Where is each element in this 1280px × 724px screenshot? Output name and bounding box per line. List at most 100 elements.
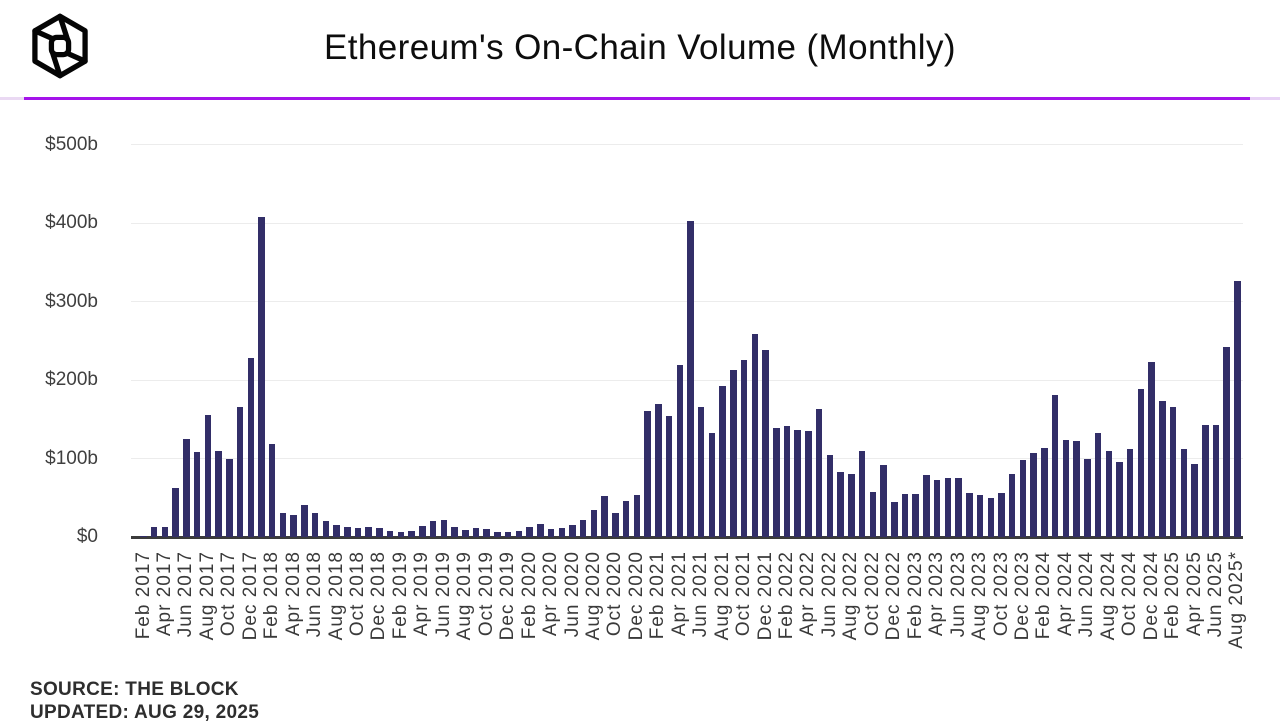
x-axis-label: Apr 2021 bbox=[668, 551, 690, 637]
bar-dec-2020 bbox=[633, 494, 641, 537]
bar-feb-2023 bbox=[912, 493, 919, 537]
x-axis-label: Apr 2023 bbox=[926, 551, 948, 637]
x-axis-label: Jun 2018 bbox=[304, 551, 326, 638]
bar-oct-2020 bbox=[612, 513, 619, 537]
x-axis-label: Oct 2022 bbox=[861, 551, 883, 637]
bar-mar-2019 bbox=[408, 530, 415, 537]
x-axis-label: Feb 2018 bbox=[261, 551, 283, 640]
bar-dec-2022 bbox=[891, 501, 898, 537]
bar-sep-2022 bbox=[858, 451, 866, 537]
bar-jan-2022 bbox=[773, 427, 780, 537]
x-axis-label: Dec 2021 bbox=[754, 551, 776, 641]
bar-apr-2019 bbox=[419, 526, 426, 537]
gridline-400b bbox=[131, 222, 1243, 224]
x-axis-label: Jun 2022 bbox=[818, 551, 840, 638]
x-axis-label: Feb 2021 bbox=[647, 551, 669, 640]
bar-nov-2022 bbox=[880, 464, 887, 537]
x-axis-label: Apr 2024 bbox=[1054, 551, 1076, 637]
bar-nov-2019 bbox=[494, 531, 501, 537]
x-axis-label: Apr 2020 bbox=[540, 551, 562, 637]
x-axis-label: Feb 2022 bbox=[776, 551, 797, 640]
bar-jan-2019 bbox=[386, 530, 394, 537]
bar-jul-2019 bbox=[451, 526, 458, 537]
bar-nov-2020 bbox=[622, 500, 630, 537]
x-axis-label: Feb 2023 bbox=[904, 551, 926, 640]
x-axis-baseline bbox=[131, 536, 1243, 539]
x-axis-label: Oct 2024 bbox=[1119, 551, 1141, 637]
x-axis-label: Oct 2020 bbox=[604, 551, 626, 637]
bar-oct-2022 bbox=[869, 492, 877, 537]
x-axis-label: Apr 2025 bbox=[1183, 551, 1205, 637]
chart-title: Ethereum's On-Chain Volume (Monthly) bbox=[324, 28, 956, 67]
bar-jan-2025 bbox=[1159, 401, 1166, 537]
bar-jun-2020 bbox=[569, 525, 576, 537]
bar-oct-2018 bbox=[354, 528, 362, 537]
bar-jun-2022 bbox=[826, 455, 834, 537]
bar-feb-2017 bbox=[140, 536, 147, 537]
bar-feb-2019 bbox=[397, 531, 405, 537]
bar-may-2023 bbox=[944, 478, 952, 537]
bar-nov-2024 bbox=[1137, 389, 1145, 537]
x-axis-label: Jun 2023 bbox=[947, 551, 969, 638]
bar-mar-2020 bbox=[537, 524, 544, 537]
y-axis-label: $500b bbox=[45, 133, 98, 155]
x-axis-label: Aug 2019 bbox=[454, 551, 476, 641]
bar-may-2019 bbox=[429, 520, 437, 537]
bar-jul-2023 bbox=[966, 493, 973, 537]
bar-apr-2021 bbox=[676, 365, 683, 537]
bar-dec-2017 bbox=[247, 358, 254, 537]
x-axis-label: Feb 2024 bbox=[1033, 551, 1055, 640]
bar-jun-2021 bbox=[697, 406, 705, 537]
bar-apr-2020 bbox=[547, 529, 555, 537]
bar-apr-2018 bbox=[290, 515, 297, 537]
accent-rule-left-cap bbox=[0, 97, 24, 100]
x-axis-label: Dec 2020 bbox=[625, 551, 647, 641]
bar-jul-2020 bbox=[579, 519, 587, 537]
bar-may-2020 bbox=[558, 527, 566, 537]
bar-dec-2018 bbox=[376, 527, 383, 537]
bar-oct-2019 bbox=[483, 529, 490, 537]
x-axis-label: Apr 2022 bbox=[797, 551, 819, 637]
bar-aug-2021 bbox=[719, 386, 726, 537]
bar-nov-2018 bbox=[365, 526, 372, 537]
bar-may-2024 bbox=[1073, 441, 1080, 537]
x-axis-label: Jun 2020 bbox=[561, 551, 583, 638]
bar-dec-2021 bbox=[762, 350, 769, 537]
bar-may-2017 bbox=[172, 488, 179, 537]
bar-mar-2017 bbox=[150, 526, 158, 537]
bar-may-2021 bbox=[687, 221, 694, 537]
bar-sep-2024 bbox=[1116, 462, 1123, 537]
x-axis-label: Aug 2023 bbox=[969, 551, 991, 641]
bar-feb-2025 bbox=[1169, 407, 1177, 537]
bar-jan-2018 bbox=[258, 216, 265, 537]
bar-aug-2024 bbox=[1105, 450, 1112, 537]
bar-aug-2023 bbox=[976, 494, 984, 537]
bar-feb-2022 bbox=[783, 426, 791, 537]
bar-jul-2022 bbox=[837, 471, 844, 537]
bar-mar-2024 bbox=[1051, 394, 1059, 537]
bar-jul-2018 bbox=[322, 520, 330, 537]
x-axis-label: Apr 2018 bbox=[282, 551, 304, 637]
y-axis-label: $0 bbox=[76, 526, 98, 547]
bar-feb-2018 bbox=[268, 444, 276, 537]
bar-nov-2021 bbox=[751, 334, 759, 537]
bar-jun-2019 bbox=[440, 519, 448, 537]
updated-note: UPDATED: AUG 29, 2025 bbox=[30, 702, 260, 723]
bar-sep-2021 bbox=[730, 369, 737, 537]
bar-apr-2024 bbox=[1062, 439, 1070, 537]
bar-jan-2020 bbox=[515, 530, 523, 537]
x-axis-label: Aug 2022 bbox=[840, 551, 862, 641]
bar-apr-2022 bbox=[805, 431, 812, 537]
bar-aug-2025 bbox=[1234, 281, 1241, 537]
gridline-500b bbox=[131, 144, 1243, 145]
gridline-100b bbox=[131, 458, 1243, 459]
bar-jan-2021 bbox=[644, 411, 651, 537]
bar-oct-2023 bbox=[998, 493, 1005, 537]
bar-dec-2019 bbox=[504, 531, 512, 537]
bar-may-2022 bbox=[815, 409, 823, 537]
bar-jul-2017 bbox=[193, 452, 201, 537]
bar-may-2018 bbox=[301, 504, 308, 537]
x-axis-label: Aug 2018 bbox=[325, 551, 347, 641]
x-axis-label: Oct 2023 bbox=[990, 551, 1012, 637]
